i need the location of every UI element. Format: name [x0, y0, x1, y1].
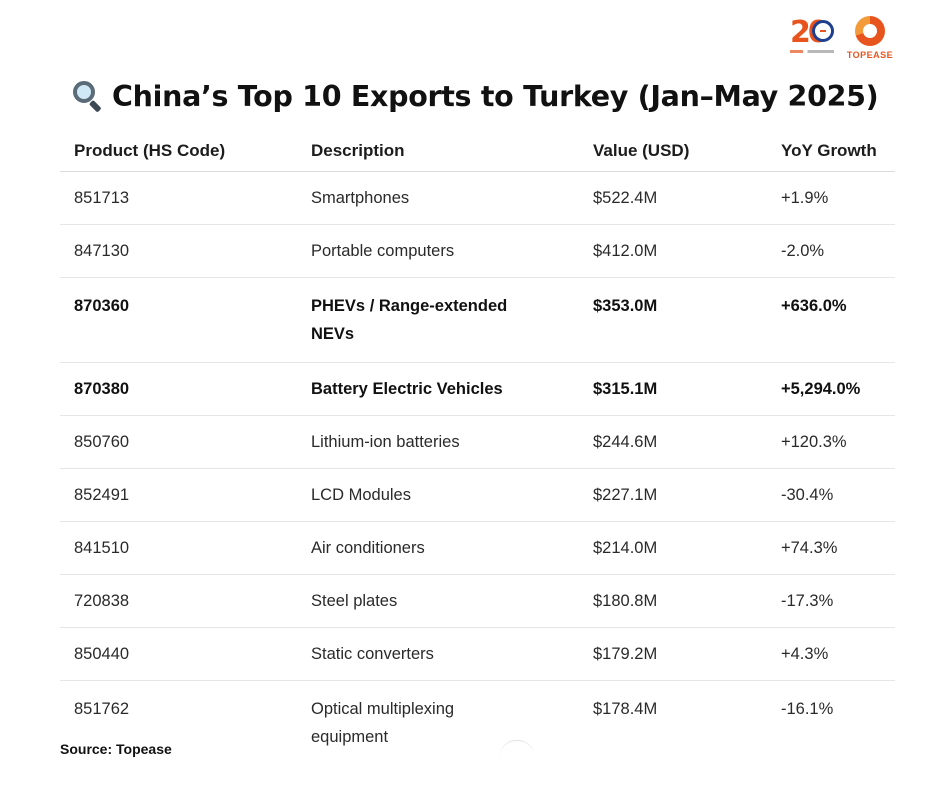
- table-row: 852491 LCD Modules $227.1M -30.4%: [60, 468, 895, 522]
- cell-code: 851713: [60, 171, 297, 225]
- cell-description: Steel plates: [297, 574, 579, 628]
- cell-value: $178.4M: [593, 699, 658, 718]
- logo-group: 20 TOPEASE: [790, 16, 896, 60]
- cell-value: $214.0M: [579, 521, 767, 575]
- magnifying-glass-icon: [70, 79, 104, 113]
- cell-value: $179.2M: [579, 627, 767, 681]
- cell-growth: -30.4%: [767, 468, 895, 522]
- table-row: 720838 Steel plates $180.8M -17.3%: [60, 574, 895, 628]
- table-header-row: Product (HS Code) Description Value (USD…: [60, 131, 895, 172]
- cell-growth: +74.3%: [767, 521, 895, 575]
- cell-value: $180.8M: [579, 574, 767, 628]
- cell-growth: +120.3%: [767, 415, 895, 469]
- cell-code: 870380: [60, 362, 297, 416]
- cell-description: Smartphones: [297, 171, 579, 225]
- header-product: Product (HS Code): [60, 131, 297, 172]
- header-description: Description: [297, 131, 579, 172]
- page-title-text: China’s Top 10 Exports to Turkey (Jan–Ma…: [112, 79, 879, 113]
- table-row: 847130 Portable computers $412.0M -2.0%: [60, 224, 895, 278]
- cell-value: $315.1M: [579, 362, 767, 416]
- cell-description: Static converters: [297, 627, 579, 681]
- table-row: 851713 Smartphones $522.4M +1.9%: [60, 171, 895, 225]
- cell-value: $412.0M: [579, 224, 767, 278]
- scroll-hint: [500, 740, 534, 756]
- table-row: 850440 Static converters $179.2M +4.3%: [60, 627, 895, 681]
- source-note: Source: Topease: [60, 741, 172, 757]
- anniversary-logo: 20: [790, 16, 834, 56]
- table-row: 850760 Lithium-ion batteries $244.6M +12…: [60, 415, 895, 469]
- cell-description: Optical multiplexing equipment: [311, 699, 455, 746]
- cell-growth: +5,294.0%: [767, 362, 895, 416]
- cell-description: LCD Modules: [297, 468, 579, 522]
- cell-growth: -16.1%: [781, 699, 834, 718]
- topease-logo: TOPEASE: [844, 16, 896, 60]
- cell-code: 850440: [60, 627, 297, 681]
- cell-value: $227.1M: [579, 468, 767, 522]
- page-title: China’s Top 10 Exports to Turkey (Jan–Ma…: [70, 79, 890, 113]
- cell-value: $244.6M: [579, 415, 767, 469]
- cell-growth: +4.3%: [767, 627, 895, 681]
- cell-growth: +1.9%: [767, 171, 895, 225]
- cell-description: Battery Electric Vehicles: [297, 362, 579, 416]
- topease-logo-text: TOPEASE: [846, 50, 894, 60]
- cell-code: 851762: [74, 699, 130, 718]
- exports-table: Product (HS Code) Description Value (USD…: [60, 131, 895, 765]
- header-value: Value (USD): [579, 131, 767, 172]
- cell-growth: +636.0%: [767, 277, 895, 363]
- cell-description: Lithium-ion batteries: [297, 415, 579, 469]
- cell-code: 870360: [60, 277, 297, 363]
- cell-code: 841510: [60, 521, 297, 575]
- cell-description: PHEVs / Range-extended NEVs: [297, 277, 579, 363]
- cell-value: $522.4M: [579, 171, 767, 225]
- cell-growth: -2.0%: [767, 224, 895, 278]
- table-row: 841510 Air conditioners $214.0M +74.3%: [60, 521, 895, 575]
- table-row: 851762 Optical multiplexing equipment $1…: [60, 680, 895, 765]
- header-growth: YoY Growth: [767, 131, 895, 172]
- table-row: 870380 Battery Electric Vehicles $315.1M…: [60, 362, 895, 416]
- cell-description: Air conditioners: [297, 521, 579, 575]
- cell-value: $353.0M: [579, 277, 767, 363]
- topease-logo-mark: [855, 16, 885, 46]
- cell-code: 850760: [60, 415, 297, 469]
- cell-code: 720838: [60, 574, 297, 628]
- table-row: 870360 PHEVs / Range-extended NEVs $353.…: [60, 277, 895, 363]
- cell-code: 852491: [60, 468, 297, 522]
- cell-description: Portable computers: [297, 224, 579, 278]
- cell-growth: -17.3%: [767, 574, 895, 628]
- cell-code: 847130: [60, 224, 297, 278]
